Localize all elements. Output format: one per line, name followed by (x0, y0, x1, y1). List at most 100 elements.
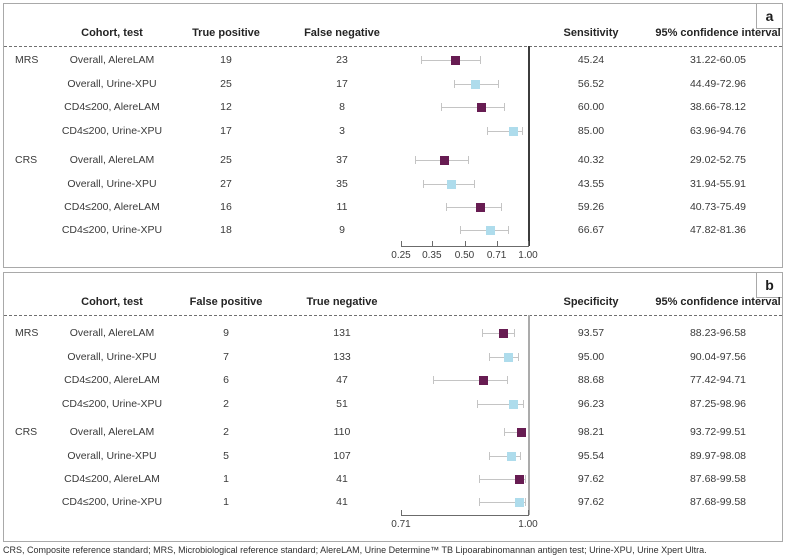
x-axis-tick-label: 0.25 (391, 250, 411, 261)
ci-cap-left (433, 376, 435, 384)
alerelam-marker (516, 427, 526, 437)
header-false-positive: False positive (189, 296, 263, 308)
estimate-cell: 66.67 (577, 224, 605, 236)
table-row: MRS Overall, AlereLAM 9 131 93.57 88.23-96.58 (4, 322, 782, 344)
count2-cell: 11 (336, 201, 348, 213)
count1-cell: 5 (223, 450, 229, 462)
ci-cell: 40.73-75.49 (689, 201, 747, 213)
count1-cell: 27 (220, 178, 232, 190)
ci-whisker (460, 229, 510, 231)
urine-xpu-marker (447, 179, 457, 189)
ci-whisker (479, 501, 527, 503)
cohort-cell: CD4≤200, Urine-XPU (61, 125, 163, 137)
ci-cap-right (525, 498, 527, 506)
x-axis-tick (431, 241, 433, 246)
ci-cap-right (468, 156, 470, 164)
group-cell: MRS (15, 54, 39, 66)
ci-whisker (503, 431, 527, 433)
count2-cell: 133 (333, 351, 351, 363)
estimate-cell: 93.57 (577, 327, 605, 339)
x-axis-tick (528, 241, 529, 246)
alerelam-marker (476, 102, 486, 112)
x-axis-tick-label: 0.71 (391, 519, 411, 530)
x-axis-tick-label: 1.00 (518, 519, 538, 530)
header-true-negative: True negative (306, 296, 378, 308)
ci-cap-left (479, 475, 481, 483)
ci-cell: 87.68-99.58 (689, 473, 747, 485)
count2-cell: 37 (336, 154, 348, 166)
estimate-cell: 45.24 (577, 54, 605, 66)
ci-whisker (445, 206, 503, 208)
ci-cell: 87.25-98.96 (689, 398, 747, 410)
urine-xpu-marker (506, 451, 516, 461)
estimate-cell: 97.62 (577, 496, 605, 508)
x-axis-tick (528, 510, 529, 515)
table-row: Overall, Urine-XPU 7 133 95.00 90.04-97.56 (4, 346, 782, 368)
estimate-cell: 85.00 (577, 125, 605, 137)
ci-cap-right (525, 475, 527, 483)
count1-cell: 6 (223, 374, 229, 386)
count2-cell: 8 (339, 101, 345, 113)
x-axis-line (401, 515, 529, 516)
ci-whisker (488, 455, 521, 457)
group-cell: CRS (15, 426, 38, 438)
ci-cap-right (523, 400, 525, 408)
header-sensitivity: Sensitivity (563, 27, 619, 39)
panel-specificity: b Cohort, test False positive True negat… (3, 272, 783, 542)
count1-cell: 25 (220, 78, 232, 90)
count2-cell: 3 (339, 125, 345, 137)
ci-cell: 29.02-52.75 (689, 154, 747, 166)
urine-xpu-marker (509, 399, 519, 409)
ci-cap-right (504, 103, 506, 111)
estimate-cell: 97.62 (577, 473, 605, 485)
x-axis-tick-label: 0.35 (422, 250, 442, 261)
count2-cell: 131 (333, 327, 351, 339)
table-row: Overall, Urine-XPU 25 17 56.52 44.49-72.96 (4, 73, 782, 95)
estimate-cell: 95.54 (577, 450, 605, 462)
count1-cell: 1 (223, 473, 229, 485)
group-cell: MRS (15, 327, 39, 339)
count1-cell: 7 (223, 351, 229, 363)
count2-cell: 47 (336, 374, 348, 386)
table-row: CD4≤200, AlereLAM 16 11 59.26 40.73-75.49 (4, 196, 782, 218)
panel-sensitivity: a Cohort, test True positive False negat… (3, 3, 783, 268)
table-row: CRS Overall, AlereLAM 2 110 98.21 93.72-99.51 (4, 421, 782, 443)
urine-xpu-marker (508, 126, 518, 136)
ci-cap-left (503, 428, 505, 436)
ci-whisker (433, 379, 508, 381)
cohort-cell: Overall, AlereLAM (69, 327, 155, 339)
header-true-positive: True positive (192, 27, 260, 39)
count2-cell: 51 (336, 398, 348, 410)
ci-cap-left (460, 226, 462, 234)
ci-cell: 77.42-94.71 (689, 374, 747, 386)
ci-cap-left (479, 498, 481, 506)
ci-cap-right (514, 329, 516, 337)
x-axis-tick-label: 0.71 (486, 250, 507, 261)
ci-cell: 38.66-78.12 (689, 101, 747, 113)
header-cohort-test: Cohort, test (81, 296, 143, 308)
ci-cell: 89.97-98.08 (689, 450, 747, 462)
ci-cap-right (506, 376, 508, 384)
ci-cap-right (522, 127, 524, 135)
ci-cap-left (481, 329, 483, 337)
panel-label-b: b (756, 272, 783, 298)
estimate-cell: 96.23 (577, 398, 605, 410)
ci-whisker (489, 356, 519, 358)
header-specificity: Specificity (563, 296, 619, 308)
ci-cap-right (498, 80, 500, 88)
ci-cap-left (489, 353, 491, 361)
ci-cell: 87.68-99.58 (689, 496, 747, 508)
count1-cell: 19 (220, 54, 232, 66)
ci-cap-right (517, 353, 519, 361)
group-cell: CRS (15, 154, 38, 166)
alerelam-marker (450, 55, 460, 65)
cohort-cell: Overall, AlereLAM (69, 54, 155, 66)
header-ci: 95% confidence interval (655, 296, 781, 308)
ci-cell: 90.04-97.56 (689, 351, 747, 363)
ci-cap-left (414, 156, 416, 164)
alerelam-marker (478, 375, 488, 385)
urine-xpu-marker (504, 352, 514, 362)
table-row: Overall, Urine-XPU 27 35 43.55 31.94-55.91 (4, 173, 782, 195)
table-row: Overall, Urine-XPU 5 107 95.54 89.97-98.08 (4, 445, 782, 467)
count1-cell: 18 (220, 224, 232, 236)
